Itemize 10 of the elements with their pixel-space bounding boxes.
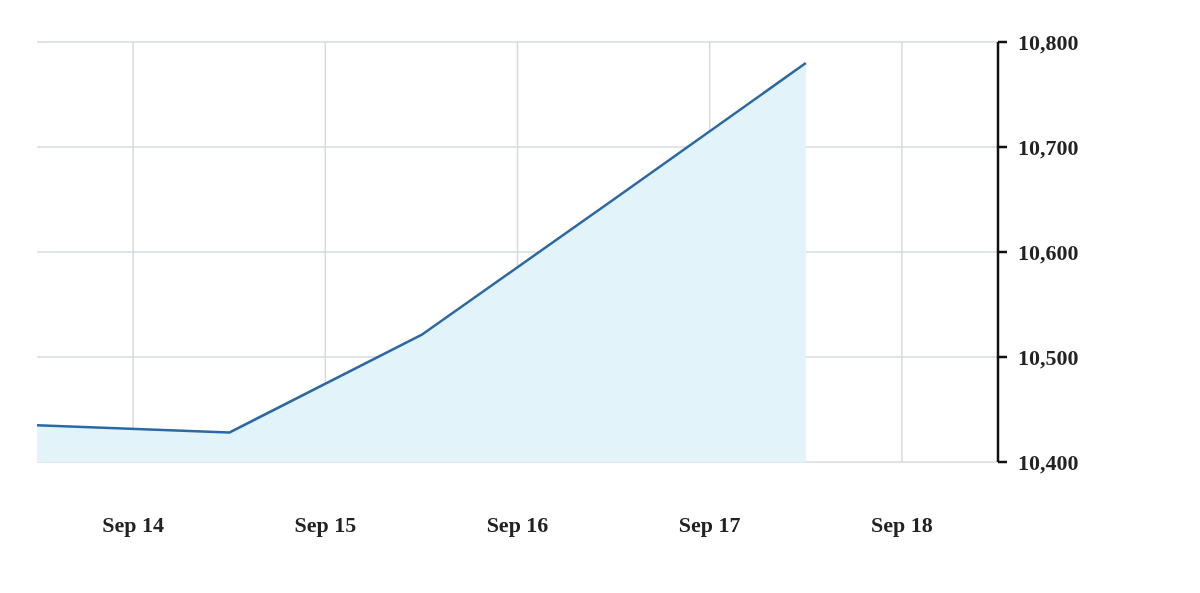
y-tick-label: 10,700 bbox=[1018, 134, 1079, 160]
y-tick-label: 10,600 bbox=[1018, 239, 1079, 265]
x-tick-label: Sep 14 bbox=[102, 511, 164, 537]
x-tick-label: Sep 16 bbox=[486, 511, 549, 537]
x-tick-label: Sep 15 bbox=[294, 511, 357, 537]
x-tick-label: Sep 17 bbox=[678, 511, 741, 537]
y-tick-label: 10,500 bbox=[1018, 344, 1079, 370]
y-tick-label: 10,800 bbox=[1018, 29, 1079, 55]
y-tick-label: 10,400 bbox=[1018, 449, 1079, 475]
x-tick-label: Sep 18 bbox=[871, 511, 933, 537]
